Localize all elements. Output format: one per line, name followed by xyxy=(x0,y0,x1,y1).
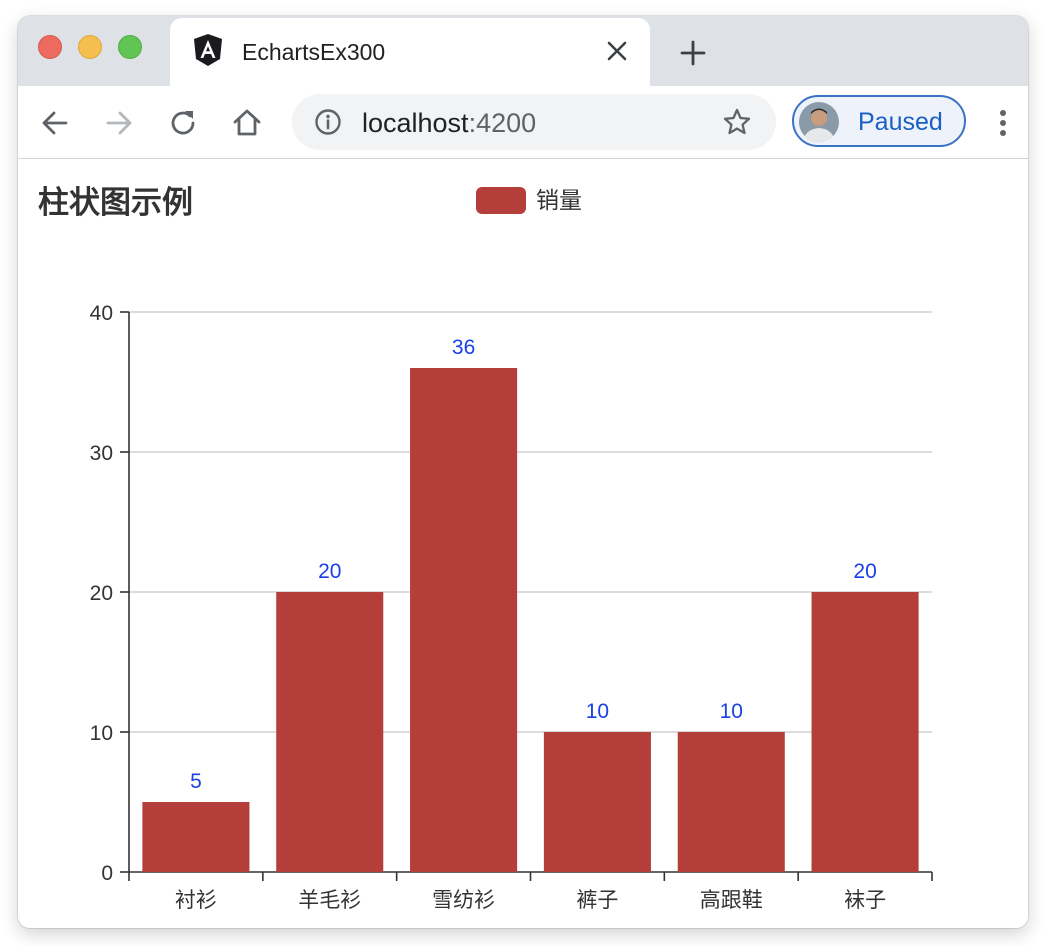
x-tick-label: 雪纺衫 xyxy=(432,888,495,912)
legend-label: 销量 xyxy=(536,187,582,213)
bar-6[interactable] xyxy=(811,592,919,872)
chart-title: 柱状图示例 xyxy=(38,185,193,220)
minimize-window-button[interactable] xyxy=(78,35,102,59)
forward-icon[interactable] xyxy=(102,106,136,140)
site-info-icon[interactable] xyxy=(314,108,342,136)
x-tick-label: 衬衫 xyxy=(175,888,217,912)
bar-1[interactable] xyxy=(142,802,250,872)
browser-tab[interactable]: EchartsEx300 xyxy=(170,18,650,86)
kebab-menu-icon[interactable] xyxy=(990,106,1016,140)
data-label: 10 xyxy=(586,700,609,723)
bar-4[interactable] xyxy=(543,732,651,872)
data-label: 36 xyxy=(452,336,475,359)
y-tick-label: 20 xyxy=(90,582,113,605)
address-bar[interactable]: localhost:4200 xyxy=(292,94,776,150)
x-tick-label: 裤子 xyxy=(576,888,618,912)
bar-2[interactable] xyxy=(276,592,384,872)
close-tab-icon[interactable] xyxy=(604,38,630,64)
tab-title: EchartsEx300 xyxy=(242,39,386,65)
browser-window: EchartsEx300 localh xyxy=(18,16,1028,928)
y-tick-label: 40 xyxy=(90,302,113,325)
bookmark-star-icon[interactable] xyxy=(722,107,752,137)
url-port: :4200 xyxy=(468,108,537,138)
url-host: localhost xyxy=(362,108,469,138)
profile-status: Paused xyxy=(858,108,943,136)
y-tick-label: 0 xyxy=(101,862,113,885)
data-label: 10 xyxy=(720,700,743,723)
maximize-window-button[interactable] xyxy=(118,35,142,59)
bar-3[interactable] xyxy=(410,368,518,872)
home-icon[interactable] xyxy=(230,106,264,140)
reload-icon[interactable] xyxy=(166,106,200,140)
bar-chart: 0 10 20 30 40 5 衬衫 20 羊毛衫 36 雪纺衫 10 裤子 10 高跟鞋 20 袜子 xyxy=(90,302,933,912)
url-text[interactable]: localhost:4200 xyxy=(362,108,536,138)
x-tick-label: 高跟鞋 xyxy=(700,888,763,912)
profile-button[interactable]: Paused xyxy=(792,95,966,147)
data-label: 5 xyxy=(190,770,202,793)
back-icon[interactable] xyxy=(38,106,72,140)
avatar xyxy=(799,102,839,142)
browser-toolbar: localhost:4200 Paused xyxy=(18,86,1028,159)
bar-5[interactable] xyxy=(677,732,785,872)
y-tick-label: 30 xyxy=(90,442,113,465)
new-tab-icon[interactable] xyxy=(678,38,708,68)
angular-icon xyxy=(194,34,222,66)
y-tick-label: 10 xyxy=(90,722,113,745)
close-window-button[interactable] xyxy=(38,35,62,59)
data-label: 20 xyxy=(853,560,876,583)
x-tick-label: 羊毛衫 xyxy=(298,888,361,912)
title-bar: EchartsEx300 xyxy=(18,16,1028,86)
x-tick-label: 袜子 xyxy=(844,888,886,912)
page-content: 柱状图示例 销量 0 10 20 30 40 5 衬衫 20 羊毛衫 36 雪纺衫 10 裤子 10 高跟鞋… xyxy=(18,159,1028,928)
legend-swatch xyxy=(476,187,526,214)
data-label: 20 xyxy=(318,560,341,583)
